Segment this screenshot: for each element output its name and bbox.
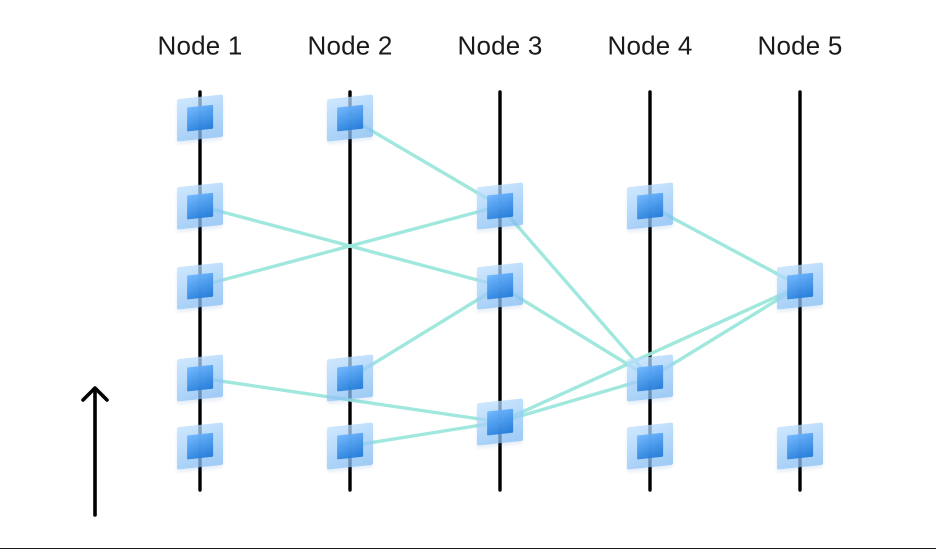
- baseline-rule: [0, 548, 936, 549]
- column-label: Node 5: [757, 31, 842, 62]
- label-layer: Node 1 Node 2 Node 3 Node 4 Node 5: [0, 0, 936, 550]
- column-label: Node 1: [157, 31, 242, 62]
- column-label: Node 3: [457, 31, 542, 62]
- column-label: Node 2: [307, 31, 392, 62]
- column-label: Node 4: [607, 31, 692, 62]
- diagram-stage: Node 1 Node 2 Node 3 Node 4 Node 5: [0, 0, 936, 550]
